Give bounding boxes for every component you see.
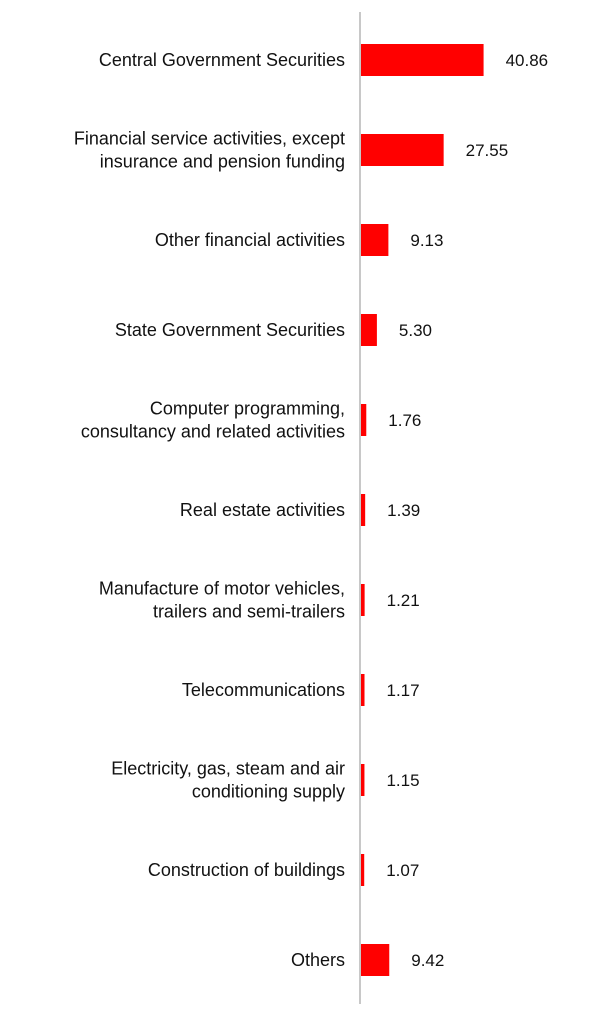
category-label-0: Central Government Securities (99, 50, 345, 70)
category-label-line: consultancy and related activities (81, 422, 345, 442)
category-label-6: Manufacture of motor vehicles, trailers a… (99, 579, 345, 622)
bar-6 (361, 584, 365, 616)
category-label-line: Others (291, 950, 345, 970)
bar-10 (361, 944, 390, 976)
bar-0 (361, 44, 484, 76)
value-label-5: 1.39 (387, 501, 420, 520)
bars-group (361, 44, 484, 976)
category-label-line: Other financial activities (155, 230, 345, 250)
value-label-4: 1.76 (388, 411, 421, 430)
category-label-line: Computer programming, (150, 399, 345, 419)
value-label-2: 9.13 (410, 231, 443, 250)
category-label-8: Electricity, gas, steam and air condition… (111, 759, 345, 802)
category-label-line: Real estate activities (180, 500, 345, 520)
bar-9 (361, 854, 365, 886)
value-label-8: 1.15 (386, 771, 419, 790)
value-label-9: 1.07 (386, 861, 419, 880)
value-labels: 40.86 27.55 9.13 5.30 1.76 1.39 1.21 1.17 1.15 1.… (386, 51, 548, 970)
category-label-line: Manufacture of motor vehicles, (99, 579, 345, 599)
category-label-line: Central Government Securities (99, 50, 345, 70)
category-label-5: Real estate activities (180, 500, 345, 520)
bar-1 (361, 134, 444, 166)
bar-3 (361, 314, 377, 346)
value-label-0: 40.86 (506, 51, 549, 70)
category-label-line: Telecommunications (182, 680, 345, 700)
bar-4 (361, 404, 367, 436)
category-label-7: Telecommunications (182, 680, 345, 700)
value-label-3: 5.30 (399, 321, 432, 340)
value-label-6: 1.21 (387, 591, 420, 610)
category-label-line: trailers and semi-trailers (153, 602, 345, 622)
category-label-2: Other financial activities (155, 230, 345, 250)
category-label-4: Computer programming, consultancy and rel… (81, 399, 345, 442)
value-label-7: 1.17 (387, 681, 420, 700)
category-label-1: Financial service activities, except insu… (74, 129, 345, 172)
category-label-line: insurance and pension funding (100, 152, 345, 172)
category-label-line: conditioning supply (192, 782, 345, 802)
category-label-line: State Government Securities (115, 320, 345, 340)
category-label-10: Others (291, 950, 345, 970)
category-label-line: Electricity, gas, steam and air (111, 759, 345, 779)
category-label-line: Financial service activities, except (74, 129, 345, 149)
category-label-9: Construction of buildings (148, 860, 345, 880)
bar-5 (361, 494, 366, 526)
value-label-10: 9.42 (411, 951, 444, 970)
value-label-1: 27.55 (466, 141, 509, 160)
category-label-line: Construction of buildings (148, 860, 345, 880)
bar-7 (361, 674, 365, 706)
bar-8 (361, 764, 365, 796)
bar-2 (361, 224, 389, 256)
category-labels: Central Government Securities Financial s… (74, 50, 345, 970)
category-label-3: State Government Securities (115, 320, 345, 340)
